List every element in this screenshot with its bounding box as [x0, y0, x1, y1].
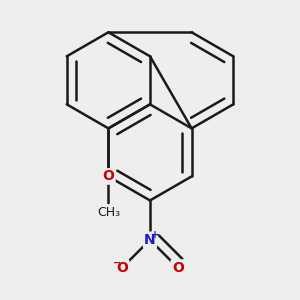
Text: CH₃: CH₃: [97, 206, 120, 219]
Text: O: O: [172, 261, 184, 275]
Text: O: O: [102, 169, 114, 183]
Text: −: −: [113, 258, 121, 268]
Text: N: N: [144, 233, 156, 247]
Text: O: O: [116, 261, 128, 275]
Text: +: +: [151, 230, 159, 240]
